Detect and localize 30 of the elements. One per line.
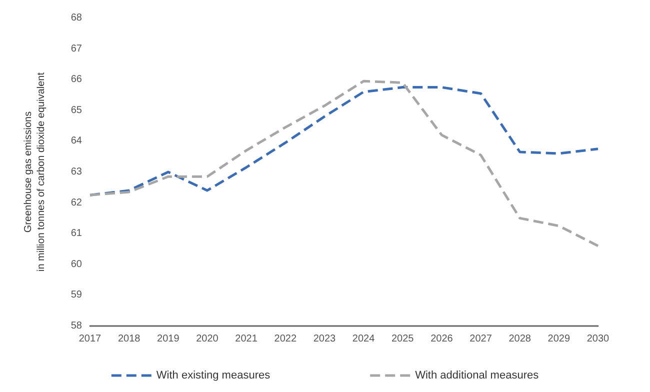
x-tick-label: 2028 bbox=[508, 334, 532, 344]
x-tick-label: 2024 bbox=[352, 334, 376, 344]
x-tick-label: 2022 bbox=[274, 334, 297, 344]
y-tick-label: 58 bbox=[70, 320, 82, 332]
x-tick-label: 2019 bbox=[157, 334, 180, 344]
y-tick-label: 60 bbox=[70, 258, 82, 270]
x-tick-label: 2021 bbox=[235, 334, 258, 344]
line-series bbox=[88, 86, 600, 196]
y-tick-label: 61 bbox=[70, 228, 82, 240]
legend-label: With additional measures bbox=[415, 370, 540, 382]
x-tick-label: 2017 bbox=[78, 334, 102, 344]
legend-label: With existing measures bbox=[156, 370, 271, 382]
x-tick-label: 2029 bbox=[548, 334, 570, 344]
y-tick-label: 59 bbox=[70, 290, 82, 301]
x-tick-label: 2030 bbox=[586, 334, 610, 344]
x-tick-label: 2027 bbox=[470, 334, 492, 344]
y-tick-label: 68 bbox=[70, 12, 82, 24]
line-series bbox=[88, 80, 600, 248]
x-tick-label: 2023 bbox=[313, 334, 336, 344]
y-axis-title: Greenhouse gas emissions in million tonnes of carbon dioxide equivalent bbox=[23, 72, 47, 272]
y-tick-label: 66 bbox=[70, 74, 82, 86]
y-tick-label: 64 bbox=[70, 136, 82, 147]
y-tick-label: 65 bbox=[70, 104, 82, 116]
y-tick-label: 63 bbox=[70, 166, 82, 178]
x-tick-label: 2026 bbox=[430, 334, 454, 344]
x-tick-label: 2025 bbox=[391, 334, 414, 344]
y-tick-label: 67 bbox=[70, 43, 82, 54]
x-tick-label: 2018 bbox=[118, 334, 141, 344]
x-tick-label: 2020 bbox=[196, 334, 219, 344]
y-tick-label: 62 bbox=[70, 197, 82, 208]
